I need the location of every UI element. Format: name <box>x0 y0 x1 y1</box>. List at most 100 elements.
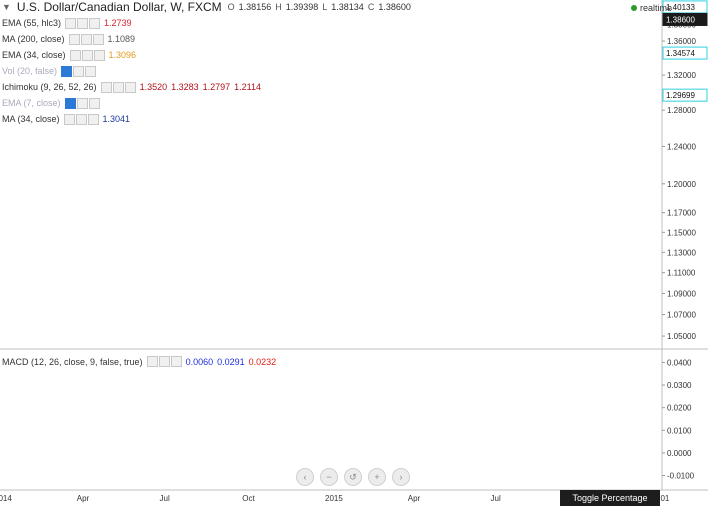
time-tick-label: 2014 <box>0 494 12 503</box>
toggle-percentage-button[interactable]: Toggle Percentage <box>560 490 660 506</box>
macd-legend-buttons[interactable] <box>146 356 182 367</box>
visibility-icon[interactable] <box>76 97 88 109</box>
price-tick-label: 1.15000 <box>667 228 696 237</box>
indicator-row[interactable]: EMA (34, close) 1.3096 <box>2 49 136 61</box>
ohlc-readout: O 1.38156 H 1.39398 L 1.38134 C 1.38600 <box>228 2 411 12</box>
indicator-buttons[interactable] <box>64 97 100 109</box>
close-icon[interactable] <box>87 113 99 125</box>
price-tick-label: 1.32000 <box>667 71 696 80</box>
visibility-icon[interactable] <box>80 33 92 45</box>
macd-legend-value: 0.0060 <box>185 356 214 367</box>
macd-tick-label: 0.0000 <box>667 449 692 458</box>
indicator-value: 1.3041 <box>102 114 131 124</box>
ohlc-value: 1.38156 <box>238 2 272 12</box>
settings-icon[interactable] <box>68 33 80 45</box>
price-tick-label: 1.36000 <box>667 37 696 46</box>
settings-icon[interactable] <box>69 49 81 61</box>
macd-legend-value: 0.0232 <box>248 356 277 367</box>
indicator-label: EMA (7, close) <box>2 98 61 108</box>
price-callout-box <box>662 0 708 14</box>
indicator-label: MA (34, close) <box>2 114 60 124</box>
indicator-value: 1.3283 <box>171 82 199 92</box>
scroll-left-icon[interactable]: ‹ <box>296 468 314 486</box>
indicator-value: 1.2797 <box>202 82 231 92</box>
close-icon[interactable] <box>88 97 100 109</box>
indicator-row[interactable]: Vol (20, false) <box>2 65 97 77</box>
settings-icon[interactable] <box>61 65 73 77</box>
indicator-label: EMA (55, hlc3) <box>2 18 62 28</box>
indicator-buttons[interactable] <box>65 17 101 29</box>
price-tick-label: 1.11000 <box>667 269 696 278</box>
visibility-icon[interactable] <box>75 113 87 125</box>
indicator-row[interactable]: Ichimoku (9, 26, 52, 26) 1.3520 1.3283 1.27… <box>2 81 261 93</box>
zoom-out-icon[interactable]: − <box>320 468 338 486</box>
realtime-label: realtime <box>639 3 672 13</box>
macd-tick-label: 0.0100 <box>667 426 692 435</box>
indicator-buttons[interactable] <box>63 113 99 125</box>
visibility-icon[interactable] <box>158 356 170 367</box>
indicator-row[interactable]: EMA (7, close) <box>2 97 100 109</box>
scroll-right-icon[interactable]: › <box>392 468 410 486</box>
settings-icon[interactable] <box>64 97 76 109</box>
indicator-label: Vol (20, false) <box>2 66 58 76</box>
indicator-row[interactable]: MA (200, close) 1.1089 <box>2 33 135 45</box>
macd-legend-value: 0.0291 <box>217 356 245 367</box>
price-callout-label: 1.38600 <box>666 15 695 24</box>
ohlc-value: 1.39398 <box>285 2 319 12</box>
indicator-buttons[interactable] <box>61 65 97 77</box>
close-icon[interactable] <box>93 49 105 61</box>
visibility-icon[interactable] <box>73 65 85 77</box>
price-tick-label: 1.09000 <box>667 289 696 298</box>
ohlc-value: 1.38134 <box>331 2 364 12</box>
settings-icon[interactable] <box>146 356 158 367</box>
close-icon[interactable] <box>89 17 101 29</box>
macd-tick-label: 0.0400 <box>667 358 692 367</box>
price-tick-label: 1.28000 <box>667 106 696 115</box>
indicator-buttons[interactable] <box>69 49 105 61</box>
indicator-label: MA (200, close) <box>2 34 65 44</box>
indicator-buttons[interactable] <box>100 81 136 93</box>
ohlc-key: O <box>227 2 235 12</box>
ohlc-key: C <box>367 2 375 12</box>
settings-icon[interactable] <box>63 113 75 125</box>
price-tick-label: 1.05000 <box>667 332 696 341</box>
close-icon[interactable] <box>92 33 104 45</box>
visibility-icon[interactable] <box>77 17 89 29</box>
realtime-indicator: realtime <box>630 3 672 13</box>
price-tick-label: 1.24000 <box>667 142 696 151</box>
indicator-buttons[interactable] <box>68 33 104 45</box>
indicator-row[interactable]: MA (34, close) 1.3041 <box>2 113 130 125</box>
ohlc-key: H <box>275 2 282 12</box>
time-tick-label: 201 <box>656 494 670 503</box>
macd-legend-label: MACD (12, 26, close, 9, false, true) <box>2 356 143 367</box>
collapse-triangle-icon[interactable]: ▼ <box>2 2 11 12</box>
macd-tick-label: -0.0100 <box>667 472 695 481</box>
close-icon[interactable] <box>85 65 97 77</box>
chart-title-bar: ▼ U.S. Dollar/Canadian Dollar, W, FXCM O… <box>2 0 411 14</box>
zoom-in-icon[interactable]: + <box>368 468 386 486</box>
price-tick-label: 1.13000 <box>667 248 696 257</box>
time-tick-label: Oct <box>242 494 255 503</box>
time-tick-label: Apr <box>77 494 90 503</box>
macd-tick-label: 0.0300 <box>667 381 692 390</box>
macd-legend-values: 0.0060 0.0291 0.0232 <box>186 357 277 367</box>
indicator-value: 1.3520 <box>139 82 168 92</box>
visibility-icon[interactable] <box>81 49 93 61</box>
price-tick-label: 1.17000 <box>667 209 696 218</box>
indicator-value: 1.2114 <box>234 82 262 92</box>
reset-icon[interactable]: ↺ <box>344 468 362 486</box>
indicator-value: 1.2739 <box>104 18 132 28</box>
chart-title: U.S. Dollar/Canadian Dollar, W, FXCM <box>16 0 222 14</box>
close-icon[interactable] <box>124 81 136 93</box>
indicator-value: 1.3096 <box>108 50 137 60</box>
indicator-row[interactable]: EMA (55, hlc3) 1.2739 <box>2 17 132 29</box>
ohlc-value: 1.38600 <box>378 2 411 12</box>
close-icon[interactable] <box>170 356 182 367</box>
visibility-icon[interactable] <box>112 81 124 93</box>
settings-icon[interactable] <box>100 81 112 93</box>
settings-icon[interactable] <box>65 17 77 29</box>
indicator-label: Ichimoku (9, 26, 52, 26) <box>2 82 97 92</box>
